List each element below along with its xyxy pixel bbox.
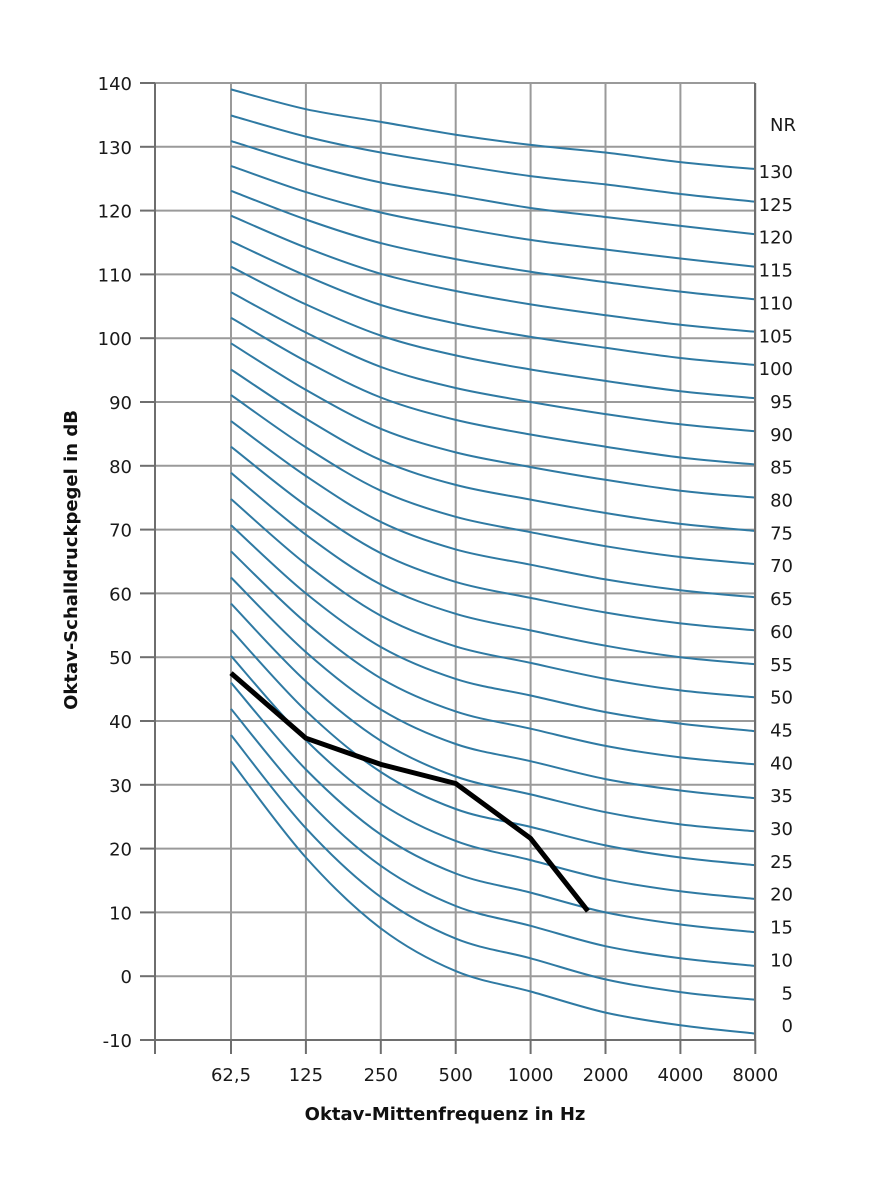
- x-tick-label: 500: [439, 1065, 473, 1086]
- nr-label: 90: [770, 425, 793, 446]
- nr-label: 10: [770, 950, 793, 971]
- nr-label: 40: [770, 753, 793, 774]
- nr-label: 35: [770, 786, 793, 807]
- nr-curve-50: [230, 498, 756, 699]
- y-tick-label: 80: [109, 457, 132, 478]
- nr-label: 75: [770, 523, 793, 544]
- nr-curve-60: [230, 445, 756, 632]
- nr-label: 70: [770, 556, 793, 577]
- nr-curve-130: [230, 88, 756, 171]
- x-tick-label: 125: [289, 1065, 323, 1086]
- y-tick-label: 0: [121, 967, 132, 988]
- nr-label: 30: [770, 819, 793, 840]
- y-tick-label: 130: [98, 138, 132, 159]
- nr-curve-85: [230, 316, 756, 466]
- y-axis-title: Oktav-Schalldruckpegel in dB: [61, 410, 82, 710]
- nr-curve-35: [230, 576, 756, 800]
- nr-curve-115: [230, 164, 756, 268]
- nr-curve-105: [230, 214, 756, 333]
- nr-label: 120: [759, 228, 793, 249]
- y-tick-label: 20: [109, 840, 132, 861]
- nr-label: 65: [770, 589, 793, 610]
- nr-curve-70: [230, 394, 756, 566]
- nr-curves: [230, 88, 756, 1035]
- nr-curve-55: [230, 472, 756, 666]
- y-tick-label: 140: [98, 74, 132, 95]
- nr-curve-110: [230, 189, 756, 301]
- y-tick-label: -10: [103, 1031, 132, 1052]
- nr-label: 80: [770, 491, 793, 512]
- nr-label: 25: [770, 852, 793, 873]
- y-tick-label: 50: [109, 648, 132, 669]
- nr-label: 20: [770, 885, 793, 906]
- nr-label: 95: [770, 392, 793, 413]
- nr-curve-40: [230, 550, 756, 766]
- nr-curve-5: [230, 734, 756, 1001]
- measured-series: [229, 671, 590, 913]
- nr-curve-90: [230, 291, 756, 433]
- nr-curve-95: [230, 265, 756, 400]
- measured-spectrum-line: [229, 671, 590, 913]
- y-tick-label: 30: [109, 776, 132, 797]
- nr-label: 5: [782, 983, 793, 1004]
- axes: [140, 82, 757, 1054]
- y-tick-label: 110: [98, 265, 132, 286]
- y-tick-label: 120: [98, 202, 132, 223]
- nr-label: 60: [770, 622, 793, 643]
- x-tick-label: 2000: [583, 1065, 629, 1086]
- y-tick-label: 10: [109, 903, 132, 924]
- nr-curve-0: [230, 760, 756, 1035]
- y-tick-label: 60: [109, 584, 132, 605]
- nr-curve-125: [230, 114, 756, 203]
- nr-curve-65: [230, 420, 756, 599]
- nr-label: 55: [770, 655, 793, 676]
- nr-label: 100: [759, 359, 793, 380]
- nr-curve-120: [230, 140, 756, 236]
- nr-label: 130: [759, 162, 793, 183]
- y-tick-label: 70: [109, 521, 132, 542]
- nr-curve-100: [230, 240, 756, 366]
- tick-labels: 1401301201101009080706050403020100-1062,…: [98, 74, 793, 1086]
- nr-curve-10: [230, 708, 756, 967]
- y-tick-label: 90: [109, 393, 132, 414]
- nr-curve-45: [230, 524, 756, 733]
- nr-curve-25: [230, 629, 756, 867]
- y-tick-label: 100: [98, 329, 132, 350]
- x-tick-label: 4000: [657, 1065, 703, 1086]
- nr-label: 115: [759, 261, 793, 282]
- nr-curve-15: [230, 682, 756, 934]
- nr-label: 125: [759, 195, 793, 216]
- x-tick-label: 250: [364, 1065, 398, 1086]
- nr-label: 15: [770, 918, 793, 939]
- x-tick-label: 8000: [732, 1065, 778, 1086]
- nr-label: 45: [770, 720, 793, 741]
- nr-label: 105: [759, 326, 793, 347]
- x-axis-title: Oktav-Mittenfrequenz in Hz: [305, 1104, 586, 1125]
- nr-curve-30: [230, 602, 756, 833]
- nr-label: 50: [770, 688, 793, 709]
- nr-curve-80: [230, 342, 756, 499]
- nr-curve-75: [230, 368, 756, 532]
- nr-label: 110: [759, 293, 793, 314]
- nr-label: 0: [782, 1016, 793, 1037]
- x-tick-label: 1000: [508, 1065, 554, 1086]
- nr-label: 85: [770, 458, 793, 479]
- nr-axis-title: NR: [770, 115, 796, 136]
- x-tick-label: 62,5: [211, 1065, 251, 1086]
- y-tick-label: 40: [109, 712, 132, 733]
